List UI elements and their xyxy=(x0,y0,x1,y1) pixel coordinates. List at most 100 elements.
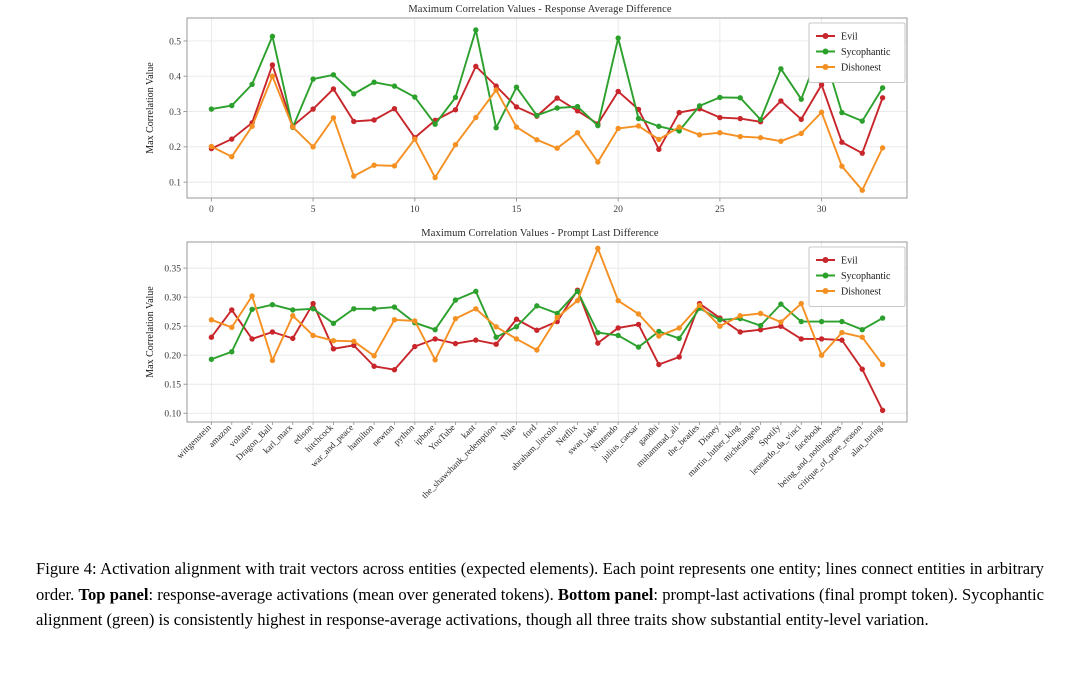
plot-area-bottom: 0.10 0.15 0.20 0.25 0.30 0.35 Max Correlation … xyxy=(145,241,908,500)
svg-text:0.2: 0.2 xyxy=(169,143,181,153)
data-point xyxy=(798,96,804,102)
data-point xyxy=(757,134,764,141)
data-point xyxy=(879,145,886,151)
data-point xyxy=(412,343,418,350)
data-point xyxy=(452,315,459,322)
legend-marker xyxy=(822,33,829,39)
data-point xyxy=(513,104,520,110)
data-point xyxy=(839,109,845,116)
svg-text:0.10: 0.10 xyxy=(164,410,181,420)
data-point xyxy=(310,332,316,339)
data-point xyxy=(351,91,357,97)
data-point xyxy=(818,318,825,325)
data-point xyxy=(676,335,682,342)
data-point xyxy=(737,329,743,335)
data-point xyxy=(391,83,398,89)
data-point xyxy=(534,112,540,119)
data-point xyxy=(208,356,215,362)
data-point xyxy=(778,301,784,307)
data-point xyxy=(656,361,662,368)
data-point xyxy=(595,122,601,129)
data-point xyxy=(778,323,784,329)
data-point xyxy=(757,116,764,123)
data-point xyxy=(513,336,520,342)
svg-text:0.25: 0.25 xyxy=(164,323,181,333)
data-point xyxy=(310,106,316,112)
svg-text:25: 25 xyxy=(715,205,725,215)
data-point xyxy=(879,85,886,91)
data-point xyxy=(656,333,662,339)
data-point xyxy=(676,128,682,134)
data-point xyxy=(839,139,845,145)
data-point xyxy=(351,118,357,125)
y-axis-label: Max Correlation Value xyxy=(145,62,156,154)
y-axis-label: Max Correlation Value xyxy=(145,286,156,378)
legend-marker xyxy=(822,48,829,55)
plot-frame xyxy=(186,241,908,423)
data-point xyxy=(290,313,296,319)
svg-text:0.4: 0.4 xyxy=(169,73,181,83)
data-point xyxy=(757,326,764,333)
data-point xyxy=(595,245,601,252)
legend-marker xyxy=(822,257,829,263)
data-point xyxy=(493,87,499,93)
data-point xyxy=(778,319,784,325)
data-point xyxy=(432,121,438,127)
data-point xyxy=(208,334,215,340)
y-axis-ticks: 0.10 0.15 0.20 0.25 0.30 0.35 xyxy=(164,265,187,420)
data-point xyxy=(818,352,825,358)
data-point xyxy=(595,329,601,336)
data-point xyxy=(859,326,865,333)
data-point xyxy=(696,132,703,138)
data-point xyxy=(452,142,459,148)
data-point xyxy=(534,347,540,353)
data-point xyxy=(351,173,357,179)
data-point xyxy=(229,154,235,160)
data-point xyxy=(839,163,845,169)
caption-figure-number: Figure 4: xyxy=(36,559,97,578)
data-point xyxy=(717,130,723,136)
data-point xyxy=(371,79,377,85)
data-point xyxy=(432,357,438,363)
legend-label: Evil xyxy=(841,32,858,43)
data-point xyxy=(229,349,235,355)
data-point xyxy=(737,313,743,319)
data-point xyxy=(290,335,296,342)
data-point xyxy=(371,353,377,359)
data-point xyxy=(554,310,560,317)
caption-text-3: : prompt-last activations (final prompt … xyxy=(36,584,1044,630)
chart-panel-bottom: Maximum Correlation Values - Prompt Last… xyxy=(0,228,1080,548)
data-point xyxy=(290,307,296,313)
plot-area-top: 0.1 0.2 0.3 0.4 0.5 Max Correlation Value 0 5 10… xyxy=(145,17,908,215)
data-point xyxy=(391,367,398,373)
plot-frame xyxy=(186,17,908,199)
data-point xyxy=(717,94,723,101)
svg-text:0.20: 0.20 xyxy=(164,352,181,362)
data-point xyxy=(676,124,682,130)
data-point xyxy=(635,321,642,328)
data-point xyxy=(595,340,601,346)
data-point xyxy=(737,133,743,140)
data-point xyxy=(493,341,499,347)
data-point xyxy=(554,95,560,101)
data-point xyxy=(391,317,398,323)
data-point xyxy=(798,130,804,137)
legend-marker xyxy=(822,288,829,294)
data-point xyxy=(859,366,865,372)
data-point xyxy=(432,326,438,333)
data-point xyxy=(859,118,865,124)
data-point xyxy=(452,340,459,347)
data-point xyxy=(737,115,743,122)
svg-text:0.3: 0.3 xyxy=(169,108,181,118)
data-point xyxy=(574,297,581,304)
data-point xyxy=(534,327,540,333)
data-point xyxy=(310,76,316,82)
data-point xyxy=(391,106,398,112)
data-point xyxy=(595,159,601,165)
svg-text:30: 30 xyxy=(817,205,827,215)
data-point xyxy=(839,337,845,343)
data-point xyxy=(371,363,377,369)
data-point xyxy=(635,123,642,129)
data-point xyxy=(757,310,764,317)
data-point xyxy=(778,98,784,104)
